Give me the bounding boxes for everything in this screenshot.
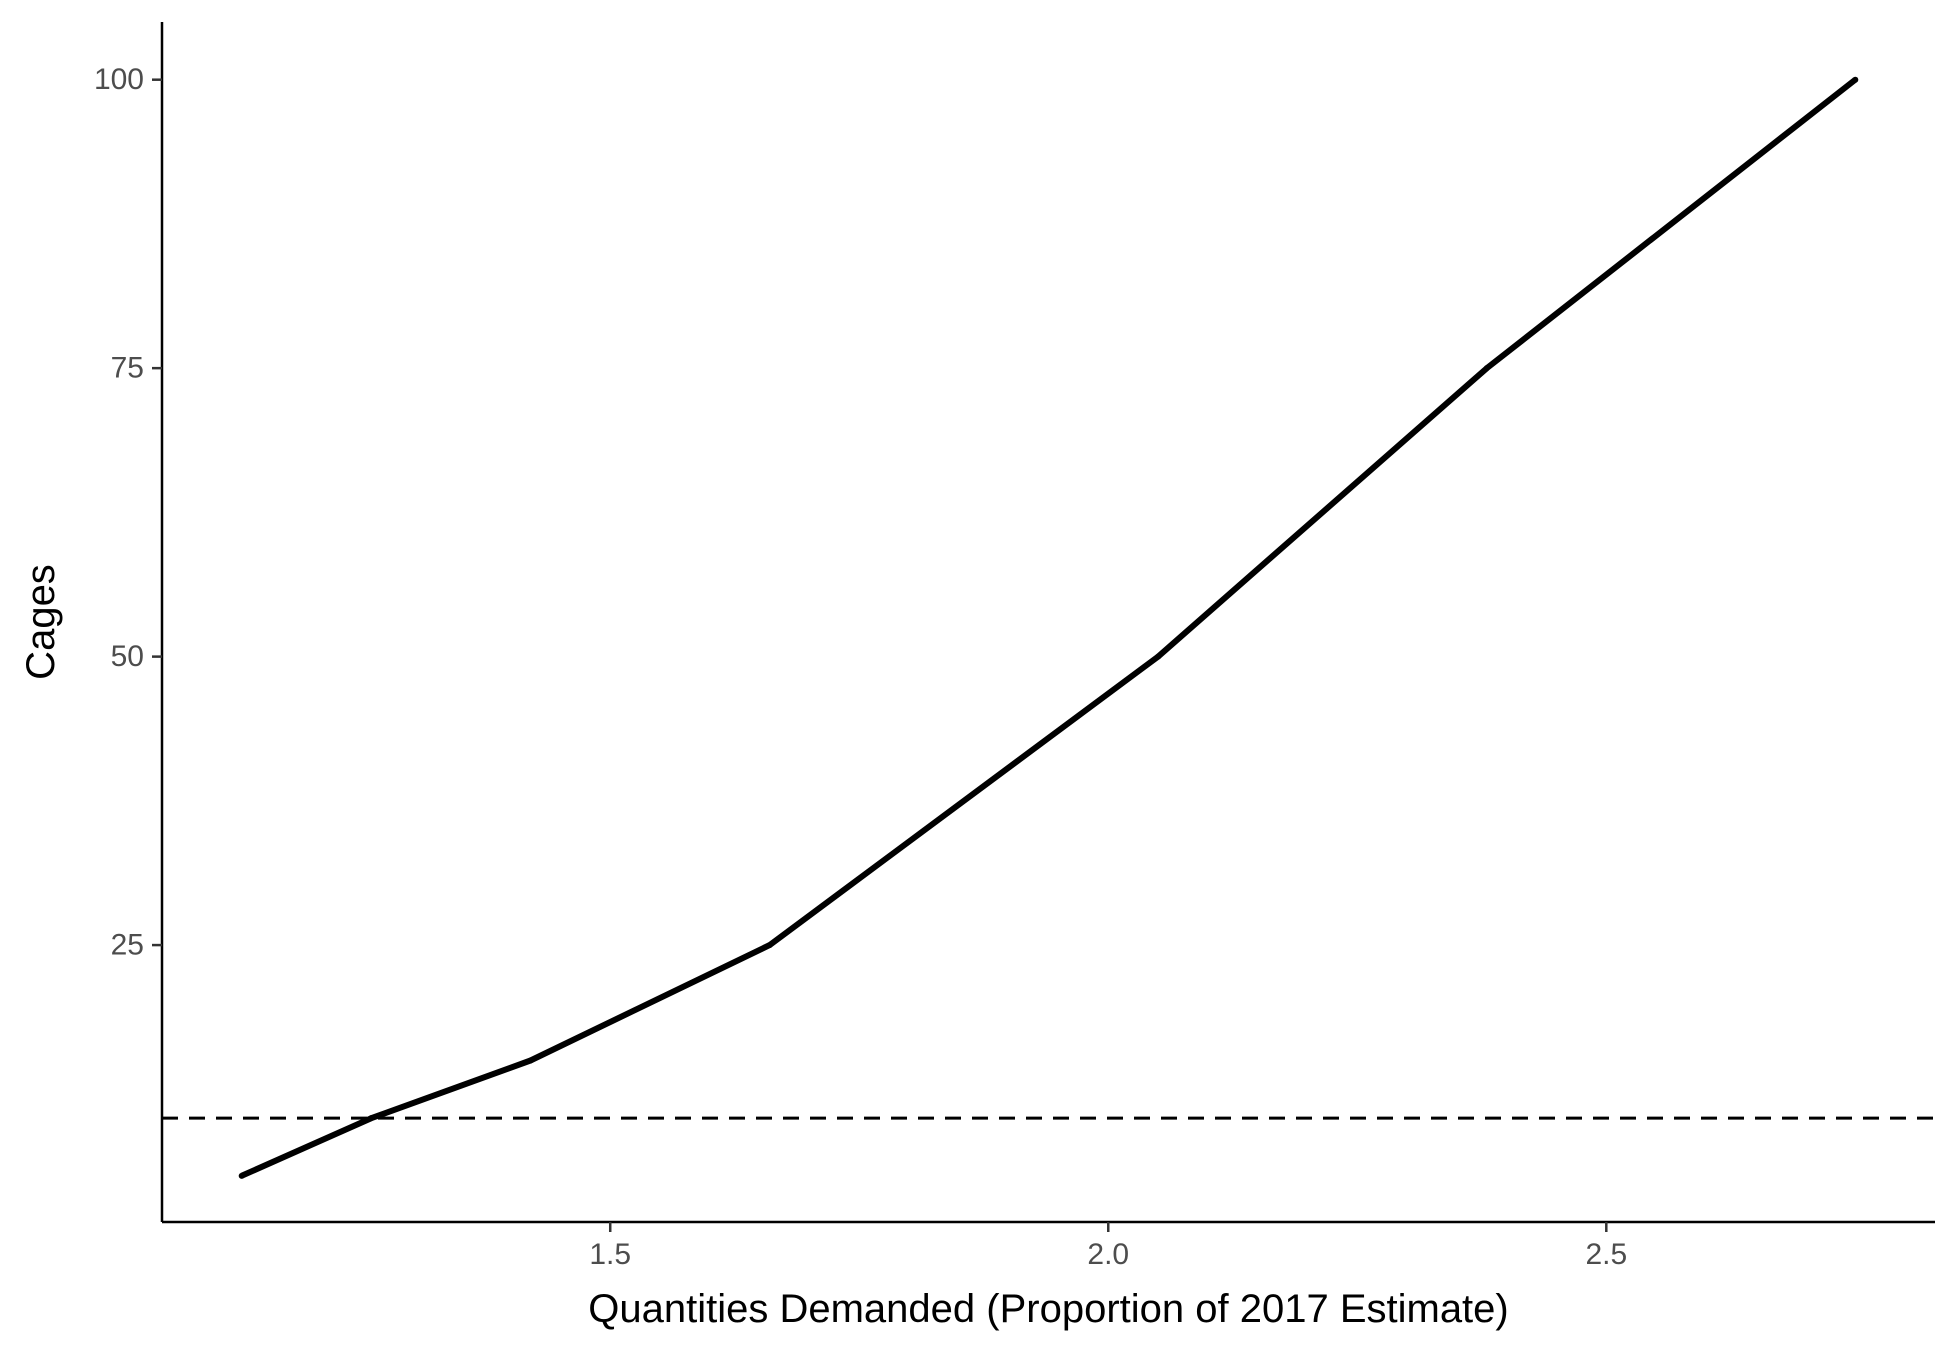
data-point xyxy=(1483,365,1490,372)
y-tick-label: 25 xyxy=(111,929,144,962)
data-point xyxy=(527,1057,534,1064)
x-tick-label: 2.0 xyxy=(1087,1238,1129,1271)
y-tick-label: 100 xyxy=(94,63,144,96)
axes xyxy=(160,22,1935,1224)
series-line xyxy=(240,77,1858,1179)
x-axis-title: Quantities Demanded (Proportion of 2017 … xyxy=(588,1287,1509,1331)
series-lines xyxy=(238,76,1859,1179)
data-point xyxy=(1852,76,1859,83)
data-point xyxy=(368,1115,375,1122)
data-point xyxy=(238,1172,245,1179)
y-axis-title: Cages xyxy=(19,564,63,680)
data-point xyxy=(766,942,773,949)
y-tick-label: 75 xyxy=(111,352,144,385)
x-tick-label: 1.5 xyxy=(589,1238,631,1271)
x-tick-label: 2.5 xyxy=(1585,1238,1627,1271)
y-tick-label: 50 xyxy=(111,640,144,673)
data-point xyxy=(1155,653,1162,660)
ticks: 25 50 75 100 1.5 2.0 2.5 xyxy=(94,63,1627,1271)
